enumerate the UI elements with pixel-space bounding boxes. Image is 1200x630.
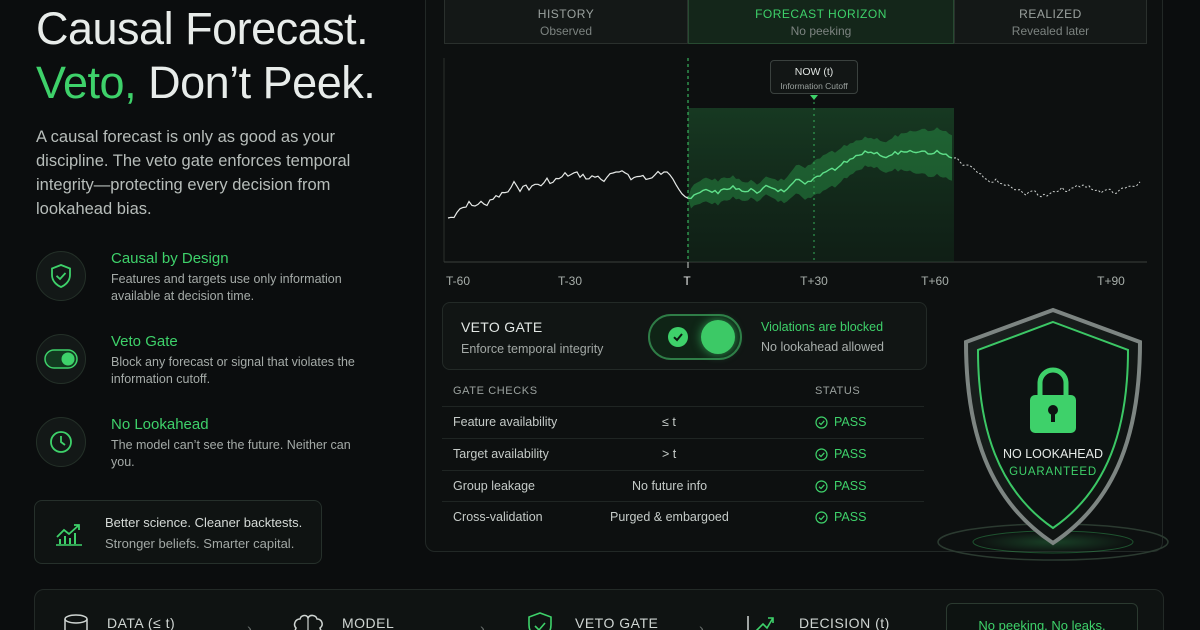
clock-icon [36, 417, 86, 467]
now-title: NOW (t) [794, 66, 834, 78]
header-checks: GATE CHECKS [453, 385, 538, 397]
status-badge: PASS [815, 415, 866, 429]
check-circle-icon [815, 415, 828, 429]
brain-icon [291, 612, 325, 630]
table-row: Target availability > t PASS [442, 439, 924, 471]
zone-title: REALIZED [1019, 7, 1082, 21]
status-text: PASS [834, 415, 867, 429]
hero-title-line2: Veto, Don’t Peek. [36, 57, 376, 108]
veto-gate-card: VETO GATE Enforce temporal integrity Vio… [442, 302, 927, 370]
trend-arrow-icon [745, 612, 777, 630]
callout-line1: Better science. Cleaner backtests. [105, 515, 303, 530]
padlock-icon [1030, 367, 1076, 433]
check-name: Feature availability [453, 415, 558, 429]
forecast-band [688, 127, 952, 209]
callout-line2: Stronger beliefs. Smarter capital. [105, 536, 295, 551]
table-header: GATE CHECKS STATUS [442, 377, 924, 407]
hero-title-rest: Don’t Peek. [136, 57, 376, 108]
feature-no-lookahead: No Lookahead The model can’t see the fut… [36, 416, 366, 481]
pipeline-step-veto: VETO GATE [575, 615, 659, 630]
veto-gate-toggle[interactable] [648, 314, 742, 360]
pipeline-step-data: DATA (≤ t) [107, 615, 176, 630]
database-icon [61, 612, 91, 630]
check-rule: > t [662, 447, 677, 461]
feature-title: Veto Gate [111, 333, 178, 350]
no-peeking-badge: No peeking. No leaks. [946, 603, 1138, 630]
feature-desc: Block any forecast or signal that violat… [111, 355, 355, 386]
zone-forecast-horizon: FORECAST HORIZON No peeking [688, 0, 954, 44]
forecast-series [687, 149, 953, 200]
forecast-horizon-region [688, 108, 954, 262]
now-sub: Information Cutoff [780, 81, 848, 91]
shield-emblem: NO LOOKAHEAD GUARANTEED [937, 307, 1169, 561]
feature-desc: Features and targets use only informatio… [111, 272, 342, 303]
feature-title: Causal by Design [111, 250, 229, 267]
zone-history: HISTORY Observed [444, 0, 688, 44]
table-row: Cross-validation Purged & embargoed PASS [442, 502, 924, 534]
shield-check-icon [36, 251, 86, 301]
veto-gate-title: VETO GATE [461, 319, 543, 335]
arrow-icon: › [247, 620, 252, 630]
zone-title: FORECAST HORIZON [755, 7, 887, 21]
hero-title-line1: Causal Forecast. [36, 3, 369, 54]
check-circle-icon [815, 479, 828, 493]
check-rule: Purged & embargoed [610, 510, 729, 524]
shield-icon [525, 611, 555, 630]
tick-label: T-30 [557, 274, 583, 288]
check-icon [668, 327, 688, 347]
arrow-icon: › [699, 620, 704, 630]
status-badge: PASS [815, 447, 866, 461]
tick-label: T+30 [800, 274, 828, 288]
status-text: PASS [834, 510, 867, 524]
pipeline-step-decision: DECISION (t) [799, 615, 890, 630]
pipeline-step-model: MODEL [342, 615, 395, 630]
callout-box: Better science. Cleaner backtests. Stron… [34, 500, 322, 564]
status-text: PASS [834, 447, 867, 461]
veto-status1: Violations are blocked [761, 320, 884, 334]
toggle-knob [701, 320, 735, 354]
arrow-icon: › [480, 620, 485, 630]
check-circle-icon [815, 447, 828, 461]
shield-line1: NO LOOKAHEAD [1003, 447, 1103, 461]
tick-label: T+60 [921, 274, 949, 288]
zone-title: HISTORY [537, 7, 595, 21]
check-name: Cross-validation [453, 510, 543, 524]
check-circle-icon [815, 510, 828, 524]
header-status: STATUS [815, 385, 861, 397]
zone-sub: Revealed later [1011, 24, 1090, 38]
tick-label: T+90 [1097, 274, 1125, 288]
toggle-icon [36, 334, 86, 384]
status-badge: PASS [815, 510, 866, 524]
feature-desc: The model can’t see the future. Neither … [111, 438, 351, 469]
veto-gate-sub: Enforce temporal integrity [461, 342, 604, 356]
veto-status2: No lookahead allowed [761, 340, 885, 354]
zone-sub: Observed [539, 24, 593, 38]
check-rule: ≤ t [662, 415, 676, 429]
tick-label: T [683, 274, 691, 288]
check-name: Group leakage [453, 479, 536, 493]
status-text: PASS [834, 479, 867, 493]
status-badge: PASS [815, 479, 866, 493]
check-name: Target availability [453, 447, 549, 461]
hero-intro: A causal forecast is only as good as you… [36, 128, 351, 218]
tick-label: T-60 [445, 274, 471, 288]
feature-title: No Lookahead [111, 416, 209, 433]
feature-causal-by-design: Causal by Design Features and targets us… [36, 250, 366, 315]
shield-line2: GUARANTEED [1009, 466, 1097, 478]
table-row: Feature availability ≤ t PASS [442, 407, 924, 439]
hero-title-accent: Veto, [36, 57, 137, 108]
check-rule: No future info [632, 479, 708, 493]
growth-chart-icon [53, 521, 85, 552]
zone-sub: No peeking [790, 24, 852, 38]
now-pointer [810, 95, 818, 100]
feature-veto-gate: Veto Gate Block any forecast or signal t… [36, 333, 366, 398]
history-series [447, 170, 689, 219]
zone-realized: REALIZED Revealed later [954, 0, 1147, 44]
table-row: Group leakage No future info PASS [442, 471, 924, 502]
now-marker: NOW (t) Information Cutoff [770, 60, 858, 94]
realized-series [953, 157, 1141, 198]
